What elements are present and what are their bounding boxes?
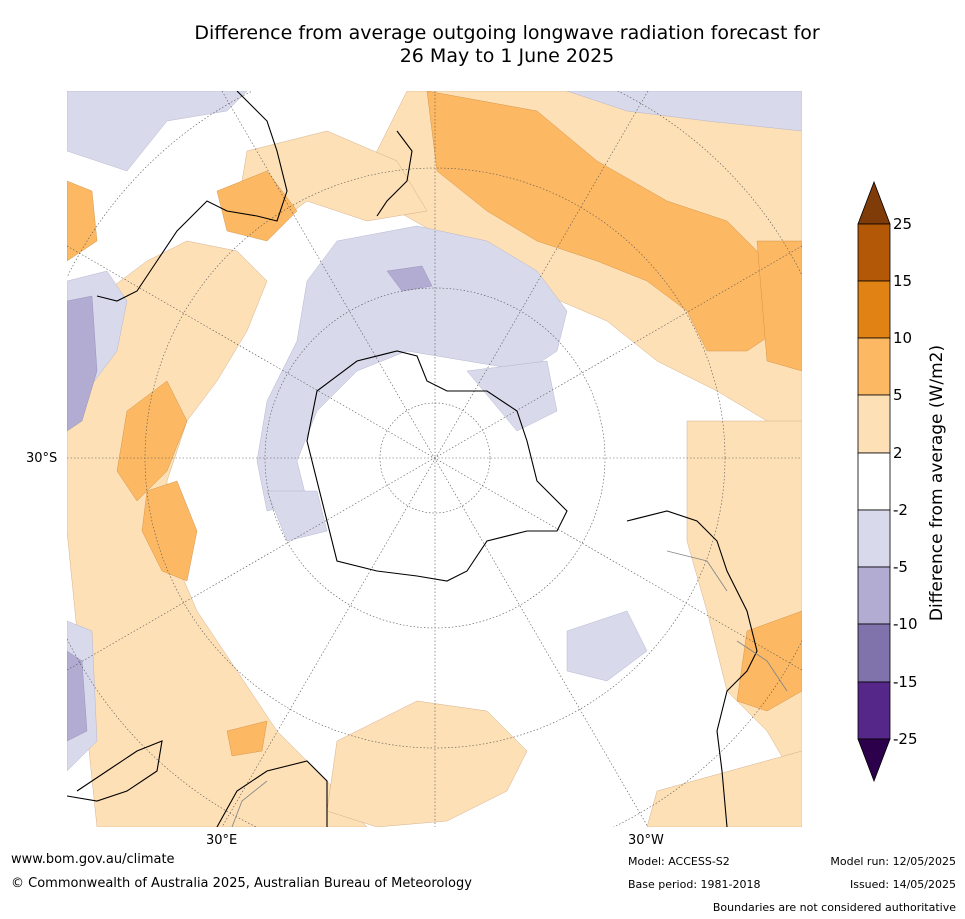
anomaly-minus-10-to-minus-5-regions [67,265,433,742]
colorbar-segment-minus-5-minus-10 [857,566,891,625]
colorbar-segment-2-5 [857,394,891,454]
colorbar-tick: 10 [893,329,913,347]
colorbar-tick: -2 [893,501,908,519]
footer-url: www.bom.gov.au/climate [11,852,175,867]
country-borders [231,550,788,827]
longitude-label-30e: 30°E [206,833,238,848]
colorbar-tick: 2 [893,444,903,462]
anomaly-2-to-5-regions [67,91,802,827]
latitude-label-30s: 30°S [26,451,58,466]
map-title-line-2: 26 May to 1 June 2025 [399,45,615,67]
colorbar-tick: 15 [893,272,913,290]
colorbar-segment-10-15 [857,280,891,339]
graticule [67,91,802,827]
colorbar-segment-neutral [857,452,891,511]
colorbar [856,180,892,785]
colorbar-tick: -25 [893,730,918,748]
footer-issued: Issued: 14/05/2025 [849,878,956,891]
colorbar-tick: -10 [893,615,918,633]
colorbar-under-arrow [857,738,891,783]
coastlines [67,91,758,827]
footer-disclaimer: Boundaries are not considered authoritat… [712,901,956,914]
map-title: Difference from average outgoing longwav… [40,22,965,68]
footer-model: Model: ACCESS-S2 [628,855,730,868]
footer-model-run: Model run: 12/05/2025 [830,855,956,868]
colorbar-tick: -5 [893,558,908,576]
polar-map-svg [67,91,802,827]
map-title-line-1: Difference from average outgoing longwav… [194,22,820,44]
colorbar-segment-minus-2-minus-5 [857,509,891,568]
polar-map [67,91,802,827]
colorbar-segment-5-10 [857,337,891,396]
colorbar-segment-15-25 [857,223,891,282]
colorbar-title: Difference from average (W/m2) [927,344,947,622]
colorbar-over-arrow [857,180,891,225]
longitude-label-30w: 30°W [628,833,664,848]
footer-copyright: © Commonwealth of Australia 2025, Austra… [11,876,472,891]
colorbar-tick: 25 [893,215,913,233]
colorbar-segment-minus-15-minus-25 [857,681,891,740]
colorbar-segment-minus-10-minus-15 [857,623,891,683]
anomaly-minus-5-to-minus-2-regions [67,91,802,772]
colorbar-tick: 5 [893,386,903,404]
colorbar-tick: -15 [893,673,918,691]
footer-base-period: Base period: 1981-2018 [628,878,761,891]
